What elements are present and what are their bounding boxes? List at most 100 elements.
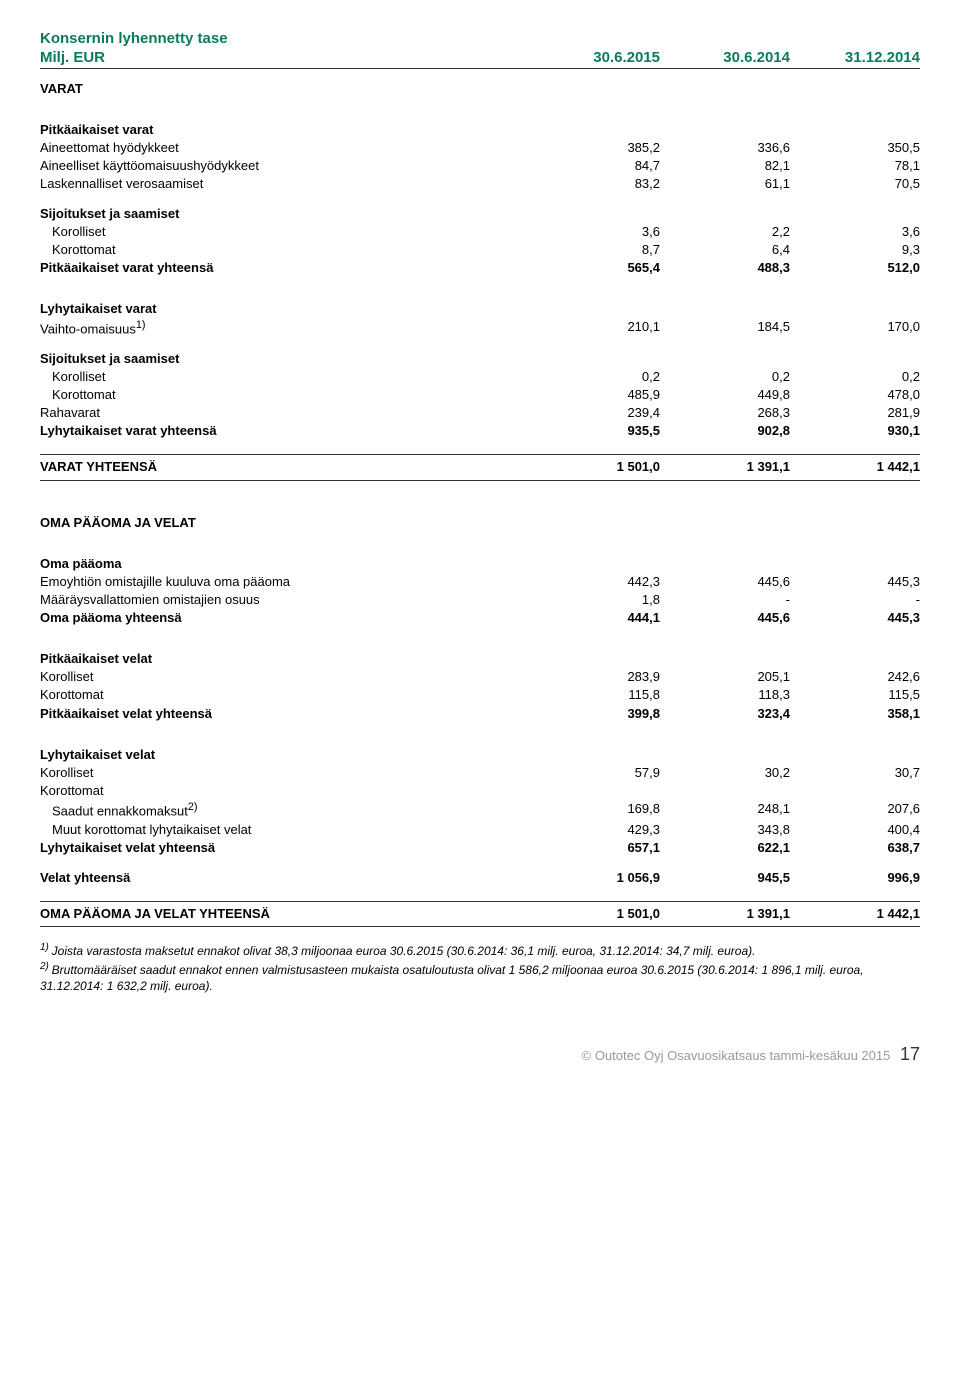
row-value: 0,2 <box>790 368 920 386</box>
row-value: 1 391,1 <box>660 905 790 923</box>
table-row: Korottomat8,76,49,3 <box>40 241 920 259</box>
page-number: 17 <box>900 1044 920 1064</box>
row-label: Korolliset <box>40 368 530 386</box>
row-value: 657,1 <box>530 839 660 857</box>
row-value: 902,8 <box>660 422 790 440</box>
row-value: 0,2 <box>530 368 660 386</box>
table-row: Rahavarat239,4268,3281,9 <box>40 404 920 422</box>
row-value: 445,6 <box>660 573 790 591</box>
row-value: 0,2 <box>660 368 790 386</box>
row-value: 565,4 <box>530 259 660 277</box>
row-value: 283,9 <box>530 668 660 686</box>
row-value: 445,6 <box>660 609 790 627</box>
table-body: VARATPitkäaikaiset varatAineettomat hyöd… <box>40 81 920 927</box>
row-value <box>790 782 920 800</box>
row-value: 343,8 <box>660 821 790 839</box>
row-value: 118,3 <box>660 686 790 704</box>
row-label: Pitkäaikaiset varat yhteensä <box>40 259 530 277</box>
section-heading: Pitkäaikaiset velat <box>40 651 920 666</box>
row-value: 399,8 <box>530 705 660 723</box>
table-row: Aineettomat hyödykkeet385,2336,6350,5 <box>40 139 920 157</box>
row-value: 3,6 <box>790 223 920 241</box>
table-row: VARAT YHTEENSÄ1 501,01 391,11 442,1 <box>40 454 920 480</box>
table-row: Korolliset283,9205,1242,6 <box>40 668 920 686</box>
row-value: 169,8 <box>530 800 660 821</box>
section-heading: Oma pääoma <box>40 556 920 571</box>
row-value <box>660 782 790 800</box>
table-row: Lyhytaikaiset varat yhteensä935,5902,893… <box>40 422 920 440</box>
row-value: 8,7 <box>530 241 660 259</box>
col-header-1: 30.6.2015 <box>530 49 660 66</box>
footer-text: © Outotec Oyj Osavuosikatsaus tammi-kesä… <box>582 1048 891 1063</box>
section-heading: Lyhytaikaiset velat <box>40 747 920 762</box>
row-value: 83,2 <box>530 175 660 193</box>
row-label: Emoyhtiön omistajille kuuluva oma pääoma <box>40 573 530 591</box>
row-label: Saadut ennakkomaksut2) <box>40 800 530 821</box>
row-value: 350,5 <box>790 139 920 157</box>
row-value: 248,1 <box>660 800 790 821</box>
row-value: 488,3 <box>660 259 790 277</box>
section-heading: Lyhytaikaiset varat <box>40 301 920 316</box>
row-value: 115,8 <box>530 686 660 704</box>
row-value: 61,1 <box>660 175 790 193</box>
row-label: Pitkäaikaiset velat yhteensä <box>40 705 530 723</box>
row-value: 449,8 <box>660 386 790 404</box>
row-label: Rahavarat <box>40 404 530 422</box>
section-heading: Sijoitukset ja saamiset <box>40 351 920 366</box>
row-label: Korottomat <box>40 241 530 259</box>
row-label: Korottomat <box>40 386 530 404</box>
table-row: Korolliset57,930,230,7 <box>40 764 920 782</box>
col-header-3: 31.12.2014 <box>790 49 920 66</box>
row-value: 358,1 <box>790 705 920 723</box>
row-label: Vaihto-omaisuus1) <box>40 318 530 339</box>
row-value <box>530 782 660 800</box>
footnote: 1) Joista varastosta maksetut ennakot ol… <box>40 941 920 959</box>
row-value: 268,3 <box>660 404 790 422</box>
table-header: Milj. EUR 30.6.2015 30.6.2014 31.12.2014 <box>40 49 920 69</box>
section-heading: Pitkäaikaiset varat <box>40 122 920 137</box>
row-value: 30,7 <box>790 764 920 782</box>
row-value: 82,1 <box>660 157 790 175</box>
row-label: Oma pääoma yhteensä <box>40 609 530 627</box>
table-row: Pitkäaikaiset varat yhteensä565,4488,351… <box>40 259 920 277</box>
row-value: 930,1 <box>790 422 920 440</box>
row-label: Korottomat <box>40 782 530 800</box>
row-value: 478,0 <box>790 386 920 404</box>
row-label: Laskennalliset verosaamiset <box>40 175 530 193</box>
row-label: Lyhytaikaiset varat yhteensä <box>40 422 530 440</box>
row-label: Korolliset <box>40 764 530 782</box>
col-header-2: 30.6.2014 <box>660 49 790 66</box>
row-value: 207,6 <box>790 800 920 821</box>
row-label: Muut korottomat lyhytaikaiset velat <box>40 821 530 839</box>
row-value: 935,5 <box>530 422 660 440</box>
row-value: 444,1 <box>530 609 660 627</box>
row-value: 210,1 <box>530 318 660 339</box>
row-value: 1 056,9 <box>530 869 660 887</box>
row-value: 1 501,0 <box>530 905 660 923</box>
row-value: 1 442,1 <box>790 458 920 476</box>
row-value: 115,5 <box>790 686 920 704</box>
table-row: Velat yhteensä1 056,9945,5996,9 <box>40 869 920 887</box>
row-value: 945,5 <box>660 869 790 887</box>
row-value: 242,6 <box>790 668 920 686</box>
footnote: 2) Bruttomääräiset saadut ennakot ennen … <box>40 960 920 994</box>
row-label: Lyhytaikaiset velat yhteensä <box>40 839 530 857</box>
row-value: 996,9 <box>790 869 920 887</box>
row-label: OMA PÄÄOMA JA VELAT YHTEENSÄ <box>40 905 530 923</box>
row-value: 6,4 <box>660 241 790 259</box>
row-value: - <box>790 591 920 609</box>
table-row: Korottomat <box>40 782 920 800</box>
table-row: Korolliset0,20,20,2 <box>40 368 920 386</box>
row-value: 1 442,1 <box>790 905 920 923</box>
row-value: 429,3 <box>530 821 660 839</box>
table-row: Korottomat485,9449,8478,0 <box>40 386 920 404</box>
row-value: 1 391,1 <box>660 458 790 476</box>
row-value: 239,4 <box>530 404 660 422</box>
row-value: 2,2 <box>660 223 790 241</box>
row-label: Korolliset <box>40 668 530 686</box>
row-value: 30,2 <box>660 764 790 782</box>
row-value: 1,8 <box>530 591 660 609</box>
row-value: - <box>660 591 790 609</box>
row-value: 442,3 <box>530 573 660 591</box>
table-row: OMA PÄÄOMA JA VELAT YHTEENSÄ1 501,01 391… <box>40 901 920 927</box>
